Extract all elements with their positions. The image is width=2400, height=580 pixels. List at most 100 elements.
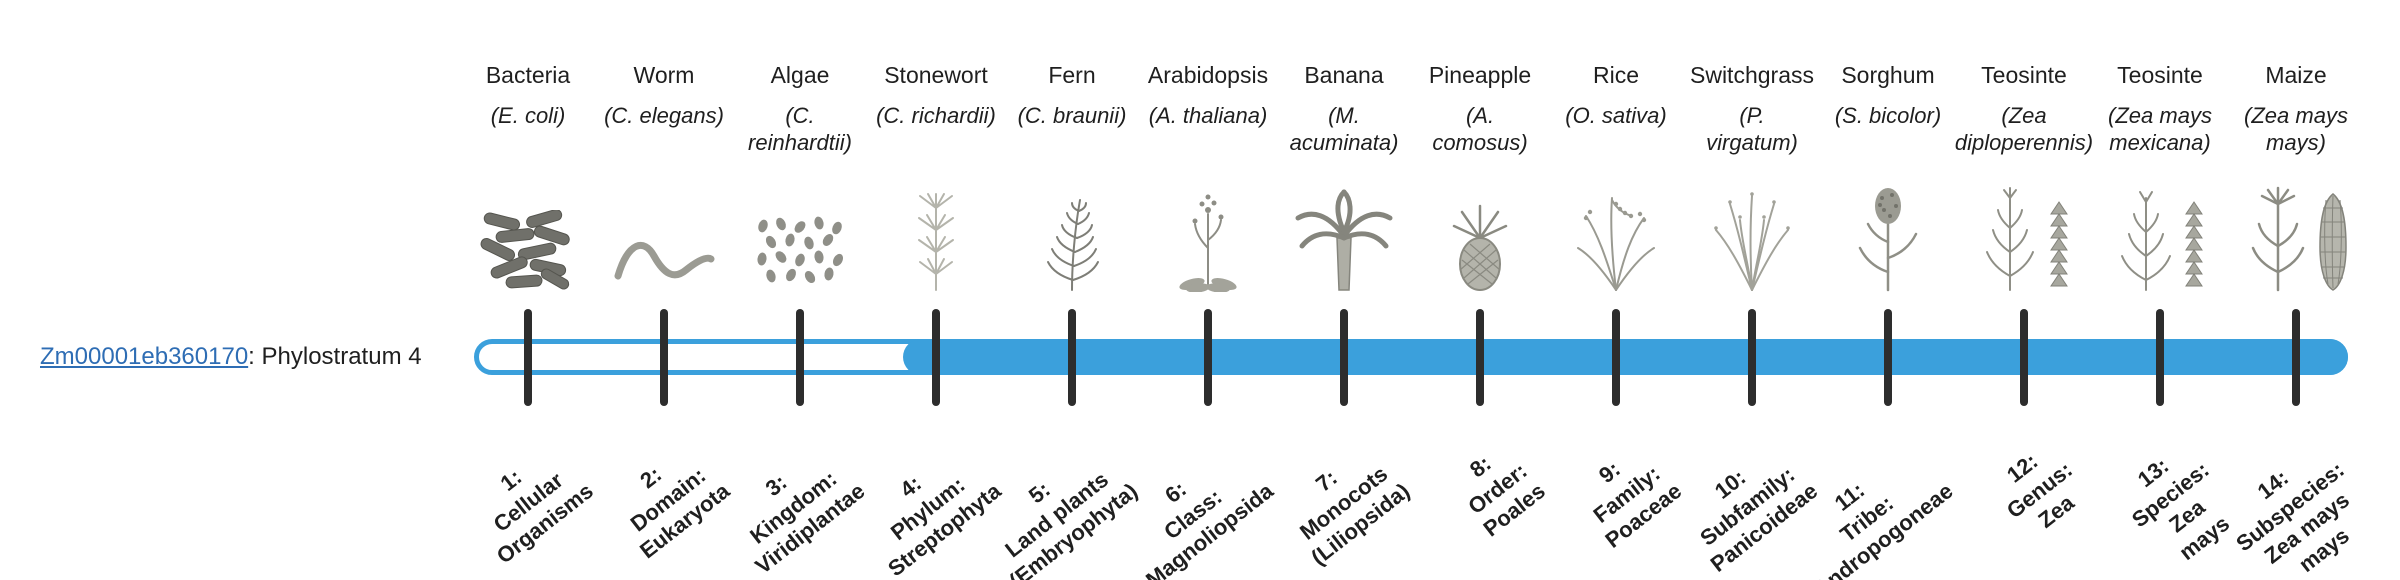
stonewort-icon [918, 193, 954, 291]
phylostratum-label: 9: Family: Poaceae [1588, 456, 1686, 553]
pineapple-icon [1452, 204, 1508, 291]
organism-scientific-name: (P. virgatum) [1706, 102, 1798, 156]
gene-id-link[interactable]: Zm00001eb360170 [40, 343, 249, 370]
organism-scientific-name: (C. reinhardtii) [748, 102, 852, 156]
phylostratum-tick [932, 309, 940, 406]
organism-scientific-name: (C. braunii) [1017, 102, 1127, 128]
maize-plant-icon [2251, 186, 2304, 292]
phylostratum-label: 8: Order: Poales [1463, 450, 1550, 542]
organism-scientific-name: (A. comosus) [1432, 102, 1528, 156]
phylostratum-tick [2292, 309, 2300, 406]
organism-column-pineapple: Pineapple (A. comosus) [1405, 62, 1555, 292]
phylostratum-label: 1: Cellular Organisms [488, 464, 598, 569]
organism-column-teosinte-diploperennis: Teosinte (Zea diploperennis) [1949, 62, 2099, 292]
organism-name: Sorghum [1841, 62, 1935, 88]
worm-icon [614, 242, 715, 280]
organism-illustration [1269, 170, 1419, 292]
organism-column-fern: Fern (C. braunii) [997, 62, 1147, 292]
phylostratum-label: 7: Monocots (Liliopsida) [1294, 460, 1414, 571]
organism-illustration [997, 170, 1147, 292]
bacteria-icon [480, 210, 570, 290]
phylostratum-label: 12: Genus: Zea [2001, 448, 2079, 533]
organism-name: Bacteria [485, 62, 571, 88]
organism-scientific-name: (O. sativa) [1565, 102, 1667, 128]
organism-illustration [2221, 170, 2371, 292]
phylostratum-label: 4: Phylum: Streptophyta [883, 470, 1006, 580]
sorghum-icon [1858, 188, 1918, 292]
organism-scientific-name: (E. coli) [490, 102, 566, 128]
organism-name: Teosinte [2117, 62, 2203, 88]
organism-illustration [1541, 170, 1691, 292]
organism-column-teosinte-mexicana: Teosinte (Zea mays mexicana) [2085, 62, 2235, 292]
organism-scientific-name: (Zea mays mays) [2244, 102, 2348, 156]
phylostratum-tick [1204, 309, 1212, 406]
phylostratum-tick [2156, 309, 2164, 406]
organism-name: Banana [1304, 62, 1384, 88]
teosinte-diploperennis-icon [1985, 187, 2034, 291]
fern-icon [1047, 199, 1099, 291]
phylostratum-tick [660, 309, 668, 406]
phylostratum-label: 14: Subspecies: Zea mays mays [2231, 456, 2355, 577]
organism-name: Fern [1048, 62, 1096, 88]
organism-name: Teosinte [1981, 62, 2067, 88]
organism-illustration [1949, 170, 2099, 292]
phylostratum-tick [1612, 309, 1620, 406]
organism-scientific-name: (M. acuminata) [1289, 102, 1399, 156]
organism-scientific-name: (S. bicolor) [1834, 102, 1942, 128]
teosinte-mexicana-icon [2120, 191, 2171, 291]
organism-column-stonewort: Stonewort (C. richardii) [861, 62, 1011, 292]
organism-column-arabidopsis: Arabidopsis (A. thaliana) [1133, 62, 1283, 292]
organism-name: Arabidopsis [1147, 62, 1269, 88]
phylostratum-tick [796, 309, 804, 406]
gene-caption: Zm00001eb360170: Phylostratum 4 [40, 343, 422, 371]
phylostratum-tick [2020, 309, 2028, 406]
arabidopsis-icon [1179, 194, 1237, 292]
phylostratum-tick [1748, 309, 1756, 406]
phylostrata-bar [474, 339, 2348, 375]
banana-tree-icon [1295, 189, 1393, 291]
organism-name: Stonewort [884, 62, 988, 88]
phylostratum-label: 2: Domain: Eukaryota [624, 461, 734, 564]
teosinte-spike-icon [2184, 201, 2203, 287]
organism-illustration [1677, 170, 1827, 292]
phylostratum-label: 3: Kingdom: Viridiplantae [745, 465, 870, 579]
organism-column-switchgrass: Switchgrass (P. virgatum) [1677, 62, 1827, 292]
phylostratum-label: 6: Class: Magnoliopsida [1141, 476, 1278, 580]
organism-scientific-name: (Zea diploperennis) [1954, 102, 2094, 156]
organism-name: Pineapple [1428, 62, 1532, 88]
organism-illustration [1813, 170, 1963, 292]
organism-illustration [1133, 170, 1283, 292]
organism-column-algae: Algae (C. reinhardtii) [725, 62, 875, 292]
rice-plant-icon [1577, 197, 1655, 291]
organism-illustration [589, 170, 739, 292]
organism-illustration [725, 170, 875, 292]
organism-name: Rice [1592, 62, 1639, 88]
organism-name: Maize [2265, 62, 2327, 88]
phylostratum-tick [1068, 309, 1076, 406]
organism-scientific-name: (A. thaliana) [1148, 102, 1268, 128]
organism-name: Worm [633, 62, 695, 88]
phylostrata-bar-fill [903, 339, 2348, 375]
organism-column-rice: Rice (O. sativa) [1541, 62, 1691, 292]
switchgrass-icon [1714, 192, 1790, 291]
organism-name: Algae [770, 62, 830, 88]
phylostratum-tick [1476, 309, 1484, 406]
organism-scientific-name: (C. elegans) [604, 102, 724, 128]
organism-column-sorghum: Sorghum (S. bicolor) [1813, 62, 1963, 292]
phylostratum-tick [524, 309, 532, 406]
organism-scientific-name: (Zea mays mexicana) [2108, 102, 2212, 156]
organism-column-maize: Maize (Zea mays mays) [2221, 62, 2371, 292]
gene-phylostratum-text: : Phylostratum 4 [248, 343, 422, 370]
teosinte-spike-icon [2049, 201, 2068, 287]
algae-icon [757, 216, 844, 284]
corn-ear-icon [2318, 193, 2347, 291]
organism-column-bacteria: Bacteria (E. coli) [453, 62, 603, 292]
organism-illustration [2085, 170, 2235, 292]
organism-column-worm: Worm (C. elegans) [589, 62, 739, 292]
organism-scientific-name: (C. richardii) [876, 102, 996, 128]
organism-column-banana: Banana (M. acuminata) [1269, 62, 1419, 292]
organism-illustration [1405, 170, 1555, 292]
organism-illustration [453, 170, 603, 292]
phylostratum-tick [1340, 309, 1348, 406]
